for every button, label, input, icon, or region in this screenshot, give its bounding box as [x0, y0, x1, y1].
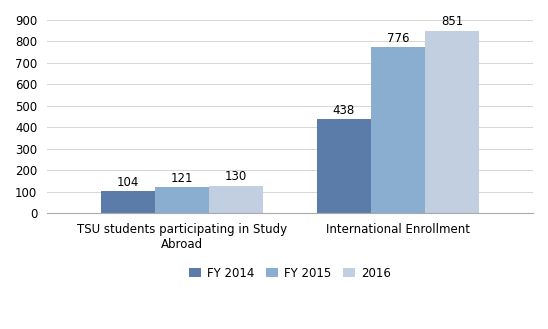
Text: 776: 776: [387, 32, 409, 44]
Text: 851: 851: [441, 15, 463, 28]
Bar: [101, 191, 155, 214]
Text: 130: 130: [225, 170, 247, 183]
Bar: [317, 119, 371, 214]
Bar: [209, 186, 263, 214]
Bar: [371, 47, 425, 214]
Text: 438: 438: [333, 104, 355, 117]
Text: 104: 104: [117, 176, 139, 189]
Bar: [155, 188, 209, 214]
Text: 121: 121: [171, 172, 193, 185]
Bar: [425, 31, 479, 214]
Legend: FY 2014, FY 2015, 2016: FY 2014, FY 2015, 2016: [185, 262, 395, 284]
